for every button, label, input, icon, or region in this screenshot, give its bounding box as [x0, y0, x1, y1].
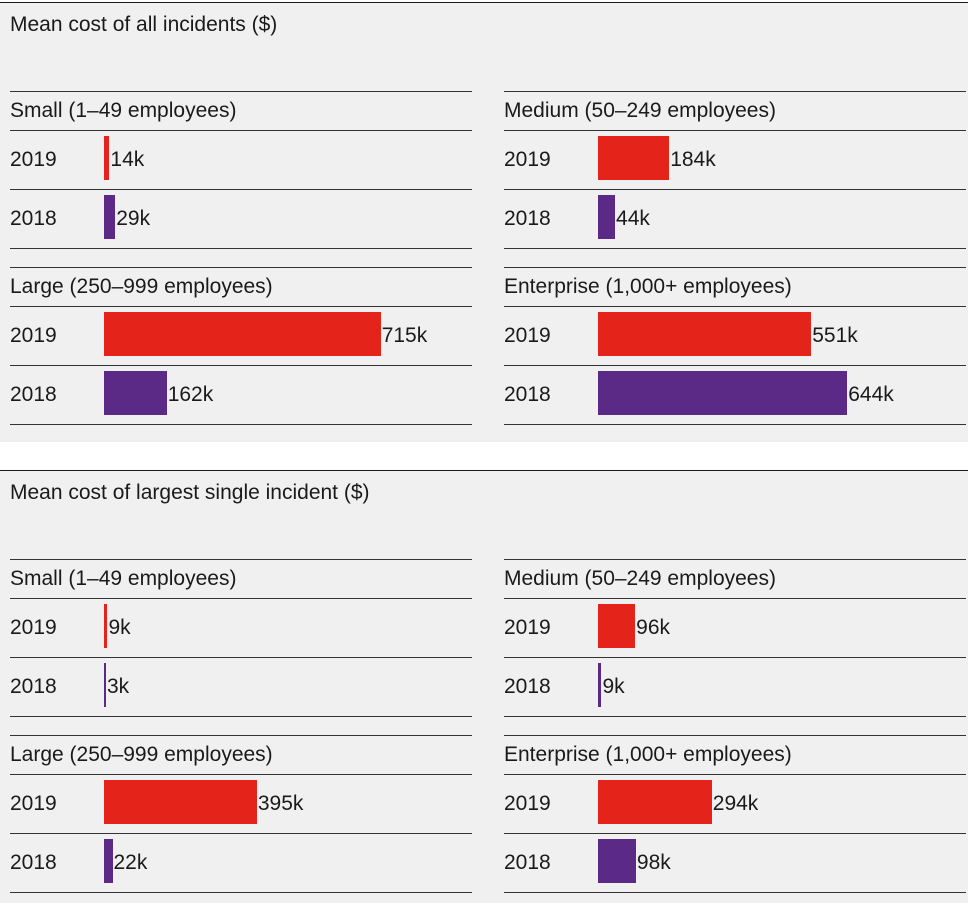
bar-2018 — [598, 371, 848, 415]
group-label: Large (250–999 employees) — [10, 735, 472, 775]
bar-row: 2018 44k — [504, 190, 966, 249]
group-label: Medium (50–249 employees) — [504, 91, 966, 131]
value-label: 44k — [616, 207, 650, 230]
bar-2019 — [104, 604, 108, 648]
bar-2019 — [598, 780, 712, 824]
bar-2019 — [598, 604, 636, 648]
chart-panel-largest-incident: Mean cost of largest single incident ($)… — [0, 470, 968, 903]
value-label: 184k — [670, 148, 716, 171]
year-label: 2018 — [504, 851, 551, 874]
value-label: 162k — [167, 383, 214, 406]
bar-row: 2018 29k — [10, 190, 472, 249]
bar-row: 2018 22k — [10, 834, 472, 893]
bar-2018 — [104, 195, 116, 239]
group-label: Enterprise (1,000+ employees) — [504, 735, 966, 775]
group-label: Small (1–49 employees) — [10, 559, 472, 599]
bar-2018 — [104, 371, 167, 415]
year-label: 2019 — [10, 792, 57, 815]
year-label: 2019 — [504, 792, 551, 815]
bar-2018 — [104, 839, 113, 883]
year-label: 2019 — [10, 148, 57, 171]
bar-row: 2018 3k — [10, 658, 472, 717]
size-group: Small (1–49 employees) 2019 14k 2018 29k — [10, 91, 472, 249]
year-label: 2018 — [504, 383, 551, 406]
year-label: 2018 — [504, 207, 551, 230]
size-group: Medium (50–249 employees) 2019 96k 2018 9k — [504, 559, 966, 717]
bar-row: 2019 715k — [10, 307, 472, 366]
bar-row: 2019 294k — [504, 775, 966, 834]
group-label: Large (250–999 employees) — [10, 267, 472, 307]
value-label: 395k — [257, 792, 304, 815]
group-label: Medium (50–249 employees) — [504, 559, 966, 599]
bar-row: 2018 644k — [504, 366, 966, 425]
year-label: 2019 — [10, 616, 57, 639]
group-label: Enterprise (1,000+ employees) — [504, 267, 966, 307]
bar-row: 2019 9k — [10, 599, 472, 658]
bar-2019 — [104, 780, 257, 824]
year-label: 2019 — [10, 324, 57, 347]
bar-row: 2018 9k — [504, 658, 966, 717]
value-label: 551k — [812, 324, 858, 347]
bar-2019 — [104, 312, 381, 356]
value-label: 14k — [110, 148, 145, 171]
value-label: 96k — [636, 616, 670, 639]
value-label: 9k — [602, 675, 625, 698]
bar-row: 2019 395k — [10, 775, 472, 834]
year-label: 2018 — [10, 383, 57, 406]
chart-panel-all-incidents: Mean cost of all incidents ($) Small (1–… — [0, 2, 968, 442]
year-label: 2018 — [10, 851, 57, 874]
panel-title: Mean cost of largest single incident ($) — [10, 481, 370, 504]
size-group: Large (250–999 employees) 2019 715k 2018 162… — [10, 267, 472, 425]
group-label: Small (1–49 employees) — [10, 91, 472, 131]
year-label: 2018 — [504, 675, 551, 698]
value-label: 29k — [116, 207, 151, 230]
year-label: 2018 — [10, 675, 57, 698]
bar-2019 — [598, 136, 670, 180]
year-label: 2018 — [10, 207, 57, 230]
value-label: 22k — [113, 851, 148, 874]
size-group: Medium (50–249 employees) 2019 184k 2018 44k — [504, 91, 966, 249]
value-label: 98k — [636, 851, 671, 874]
bar-row: 2019 551k — [504, 307, 966, 366]
value-label: 3k — [107, 675, 130, 698]
size-group: Enterprise (1,000+ employees) 2019 551k 201… — [504, 267, 966, 425]
size-group: Small (1–49 employees) 2019 9k 2018 3k — [10, 559, 472, 717]
bar-2018 — [104, 663, 106, 707]
size-group: Enterprise (1,000+ employees) 2019 294k 201… — [504, 735, 966, 893]
bar-2018 — [598, 839, 636, 883]
value-label: 715k — [381, 324, 428, 347]
bar-row: 2018 98k — [504, 834, 966, 893]
bar-2019 — [104, 136, 110, 180]
bar-row: 2018 162k — [10, 366, 472, 425]
panel-title: Mean cost of all incidents ($) — [10, 13, 278, 36]
year-label: 2019 — [504, 616, 551, 639]
bar-row: 2019 96k — [504, 599, 966, 658]
bar-row: 2019 14k — [10, 131, 472, 190]
bar-2018 — [598, 663, 602, 707]
value-label: 644k — [848, 383, 894, 406]
value-label: 294k — [712, 792, 759, 815]
bar-2018 — [598, 195, 616, 239]
bar-row: 2019 184k — [504, 131, 966, 190]
year-label: 2019 — [504, 324, 551, 347]
bar-2019 — [598, 312, 812, 356]
value-label: 9k — [108, 616, 131, 639]
year-label: 2019 — [504, 148, 551, 171]
size-group: Large (250–999 employees) 2019 395k 2018 22k — [10, 735, 472, 893]
